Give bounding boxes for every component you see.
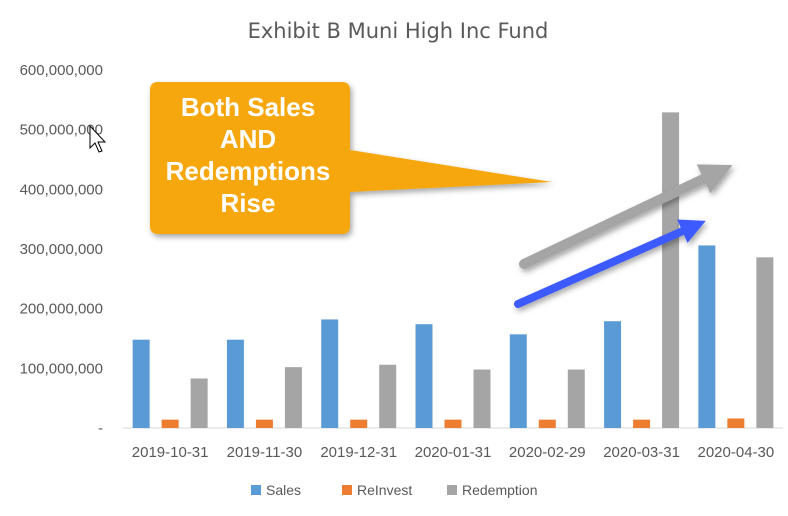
x-tick-label: 2020-02-29 xyxy=(509,444,586,461)
callout xyxy=(150,82,552,234)
callout-line-3: Redemptions xyxy=(166,156,331,186)
trend-arrows xyxy=(514,164,733,308)
legend-label-reinvest: ReInvest xyxy=(357,482,412,498)
y-tick-label: 600,000,000 xyxy=(20,62,103,79)
bar-sales-2020-04-30 xyxy=(698,245,716,428)
x-tick-label: 2020-04-30 xyxy=(697,444,774,461)
x-tick-label: 2020-01-31 xyxy=(415,444,492,461)
y-tick-label: 100,000,000 xyxy=(20,360,103,377)
bar-reinvest-2019-10-31 xyxy=(161,419,179,428)
bar-redemption-2020-04-30 xyxy=(756,257,774,428)
bar-redemption-2020-03-31 xyxy=(662,112,680,428)
legend-swatch-redemption xyxy=(447,485,457,495)
bar-redemption-2020-01-31 xyxy=(473,369,491,428)
x-tick-label: 2019-11-30 xyxy=(227,444,303,461)
chart-title: Exhibit B Muni High Inc Fund xyxy=(248,19,549,43)
y-tick-label: 400,000,000 xyxy=(20,181,103,198)
x-tick-label: 2019-10-31 xyxy=(132,444,209,461)
x-axis: 2019-10-31 2019-11-30 2019-12-31 2020-01-31… xyxy=(132,444,774,461)
bar-reinvest-2020-01-31 xyxy=(444,419,462,428)
callout-line-1: Both Sales xyxy=(181,92,315,122)
callout-line-4: Rise xyxy=(221,188,276,218)
bar-reinvest-2020-03-31 xyxy=(633,419,651,428)
y-tick-label: 200,000,000 xyxy=(20,301,103,318)
y-tick-label: 500,000,000 xyxy=(20,122,103,139)
bar-sales-2020-02-29 xyxy=(509,334,527,428)
legend-swatch-sales xyxy=(251,485,261,495)
bar-reinvest-2020-02-29 xyxy=(538,419,556,428)
bar-sales-2020-03-31 xyxy=(604,321,622,428)
bar-redemption-2020-02-29 xyxy=(567,369,585,428)
sales-trend-arrow xyxy=(514,219,706,308)
legend-swatch-reinvest xyxy=(342,485,352,495)
legend-label-redemption: Redemption xyxy=(462,482,538,498)
mouse-cursor-icon xyxy=(89,124,107,153)
y-tick-label: 300,000,000 xyxy=(20,241,103,258)
callout-shape xyxy=(150,82,552,234)
bars xyxy=(132,112,774,428)
bar-reinvest-2019-11-30 xyxy=(255,419,273,428)
bar-redemption-2019-12-31 xyxy=(379,364,397,428)
redemption-trend-arrow xyxy=(519,164,733,269)
y-tick-label: - xyxy=(98,420,103,437)
bar-sales-2020-01-31 xyxy=(415,324,433,428)
bar-reinvest-2019-12-31 xyxy=(350,419,368,428)
x-tick-label: 2020-03-31 xyxy=(603,444,680,461)
bar-redemption-2019-11-30 xyxy=(284,367,302,428)
bar-sales-2019-12-31 xyxy=(321,319,339,428)
legend-label-sales: Sales xyxy=(266,482,301,498)
x-tick-label: 2019-12-31 xyxy=(320,444,397,461)
y-axis: - 100,000,000 200,000,000 300,000,000 400,00… xyxy=(20,62,103,437)
bar-redemption-2019-10-31 xyxy=(190,378,208,428)
bar-reinvest-2020-04-30 xyxy=(727,418,745,428)
legend: Sales ReInvest Redemption xyxy=(251,482,538,498)
callout-line-2: AND xyxy=(220,124,276,154)
bar-sales-2019-11-30 xyxy=(226,339,244,428)
bar-sales-2019-10-31 xyxy=(132,339,150,428)
